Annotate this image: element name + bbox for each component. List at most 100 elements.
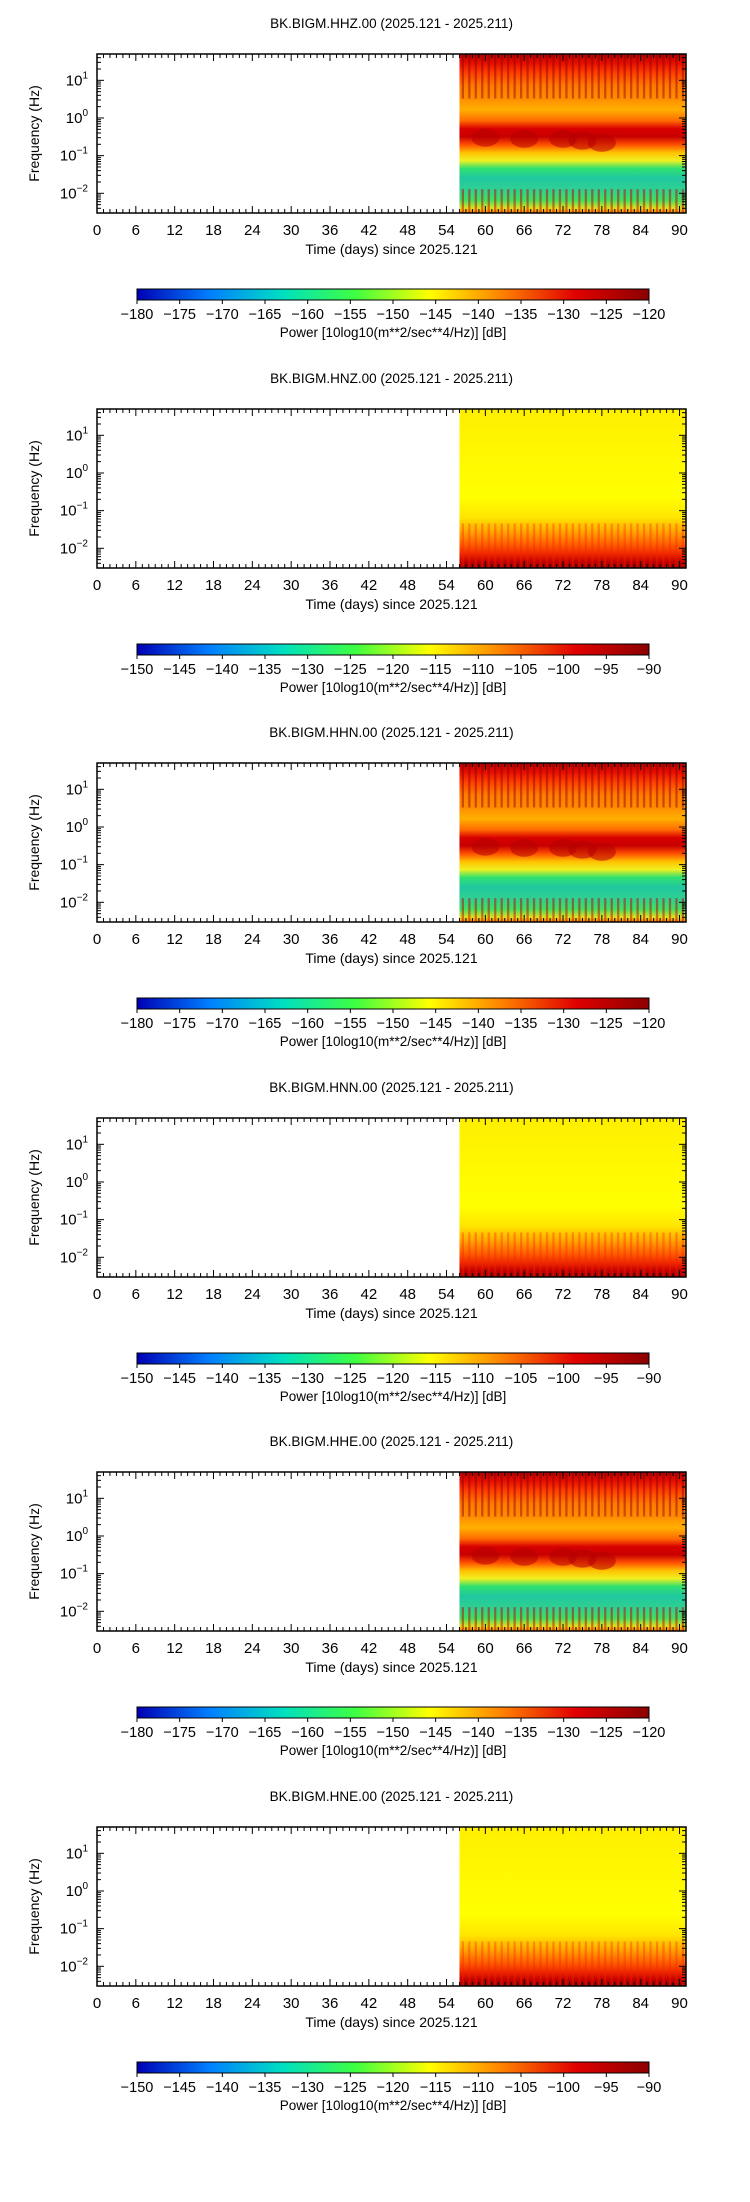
daily-streaks (461, 763, 685, 922)
y-tick-label: 10−1 (60, 1210, 89, 1229)
colorbar-tick-label: −90 (637, 1371, 662, 1387)
daily-streaks (461, 1941, 685, 1986)
y-tick-label: 100 (66, 1526, 89, 1545)
x-tick-label: 30 (283, 931, 300, 948)
x-axis-label: Time (days) since 2025.121 (305, 2014, 477, 2030)
x-tick-label: 78 (594, 1286, 611, 1303)
x-tick-label: 78 (594, 931, 611, 948)
daily-streaks (461, 1472, 685, 1631)
y-tick-label: 10−2 (60, 892, 89, 911)
x-tick-label: 54 (438, 1286, 455, 1303)
x-tick-label: 60 (477, 1995, 494, 2012)
colorbar-tick-label: −105 (505, 1371, 538, 1387)
microseism-blob (471, 128, 500, 147)
panel-title: BK.BIGM.HNN.00 (2025.121 - 2025.211) (269, 1080, 513, 1095)
colorbar-tick-label: −170 (206, 307, 239, 323)
y-tick-label: 100 (66, 108, 89, 127)
x-tick-label: 18 (205, 577, 222, 594)
colorbar-tick-label: −125 (334, 1371, 367, 1387)
colorbar-tick-label: −130 (291, 2080, 324, 2096)
x-tick-label: 78 (594, 1995, 611, 2012)
colorbar-tick-label: −125 (334, 2080, 367, 2096)
x-tick-label: 48 (399, 1640, 416, 1657)
x-tick-label: 84 (632, 222, 649, 239)
daily-streaks (461, 54, 685, 213)
colorbar-tick-label: −145 (163, 2080, 196, 2096)
colorbar-tick-label: −180 (121, 1016, 154, 1032)
y-tick-label: 101 (66, 1843, 89, 1862)
x-tick-label: 36 (322, 222, 339, 239)
y-tick-label: 10−2 (60, 1601, 89, 1620)
microseism-blob (510, 1547, 539, 1566)
colorbar (136, 2061, 650, 2074)
x-tick-label: 60 (477, 931, 494, 948)
x-tick-label: 42 (361, 1640, 378, 1657)
x-tick-label: 60 (477, 577, 494, 594)
x-tick-label: 42 (361, 1995, 378, 2012)
colorbar-tick-label: −140 (206, 662, 239, 678)
x-tick-label: 24 (244, 931, 261, 948)
x-tick-label: 48 (399, 931, 416, 948)
panel-title: BK.BIGM.HHE.00 (2025.121 - 2025.211) (270, 1434, 514, 1449)
colorbar-tick-label: −145 (419, 1016, 452, 1032)
colorbar-tick-label: −125 (334, 662, 367, 678)
colorbar-tick-label: −95 (594, 1371, 619, 1387)
colorbar-tick-label: −170 (206, 1016, 239, 1032)
colorbar-tick-label: −180 (121, 1725, 154, 1741)
colorbar-tick-label: −120 (377, 2080, 410, 2096)
x-tick-label: 42 (361, 577, 378, 594)
y-tick-label: 10−2 (60, 1956, 89, 1975)
y-tick-label: 100 (66, 1881, 89, 1900)
x-tick-label: 48 (399, 1995, 416, 2012)
plot-frame (96, 762, 687, 923)
x-tick-label: 0 (93, 222, 101, 239)
colorbar-tick-label: −135 (249, 662, 282, 678)
x-tick-label: 60 (477, 1286, 494, 1303)
x-tick-label: 54 (438, 1640, 455, 1657)
x-tick-label: 90 (671, 931, 688, 948)
colorbar-tick-label: −145 (419, 307, 452, 323)
x-tick-label: 12 (166, 931, 183, 948)
colorbar-tick-label: −150 (377, 1725, 410, 1741)
x-tick-label: 36 (322, 577, 339, 594)
x-tick-label: 30 (283, 1640, 300, 1657)
colorbar-tick-label: −160 (291, 1016, 324, 1032)
x-tick-label: 24 (244, 222, 261, 239)
colorbar-tick-label: −120 (633, 1725, 666, 1741)
colorbar-tick-label: −130 (547, 307, 580, 323)
colorbar-tick-label: −135 (505, 1725, 538, 1741)
panel-title: BK.BIGM.HNE.00 (2025.121 - 2025.211) (270, 1789, 514, 1804)
colorbar-tick-label: −155 (334, 1725, 367, 1741)
microseism-blob (587, 133, 616, 152)
x-tick-label: 48 (399, 222, 416, 239)
spectrogram-panel-4: BK.BIGM.HNN.00 (2025.121 - 2025.211) 0 6 12… (26, 1080, 688, 1404)
x-tick-label: 54 (438, 931, 455, 948)
colorbar-tick-label: −165 (249, 1016, 282, 1032)
colorbar-tick-label: −105 (505, 2080, 538, 2096)
y-tick-label: 100 (66, 817, 89, 836)
x-tick-label: 6 (132, 931, 140, 948)
x-tick-label: 48 (399, 577, 416, 594)
x-tick-label: 36 (322, 1995, 339, 2012)
x-tick-label: 30 (283, 577, 300, 594)
x-tick-label: 66 (516, 1640, 533, 1657)
colorbar-tick-label: −150 (377, 307, 410, 323)
x-tick-label: 0 (93, 1286, 101, 1303)
colorbar-tick-label: −90 (637, 662, 662, 678)
colorbar-tick-label: −145 (163, 662, 196, 678)
microseism-blob (587, 842, 616, 861)
plot-frame (96, 408, 687, 569)
x-tick-label: 30 (283, 1286, 300, 1303)
colorbar-tick-label: −135 (249, 2080, 282, 2096)
y-tick-label: 10−2 (60, 1247, 89, 1266)
plot-frame (96, 1471, 687, 1632)
x-tick-label: 18 (205, 1286, 222, 1303)
colorbar-tick-label: −150 (121, 662, 154, 678)
colorbar-tick-label: −155 (334, 307, 367, 323)
x-tick-label: 72 (555, 1640, 572, 1657)
daily-streaks (461, 1232, 685, 1277)
x-tick-label: 66 (516, 222, 533, 239)
x-tick-label: 30 (283, 1995, 300, 2012)
colorbar-label: Power [10log10(m**2/sec**4/Hz)] [dB] (280, 1034, 507, 1049)
colorbar-tick-label: −150 (377, 1016, 410, 1032)
